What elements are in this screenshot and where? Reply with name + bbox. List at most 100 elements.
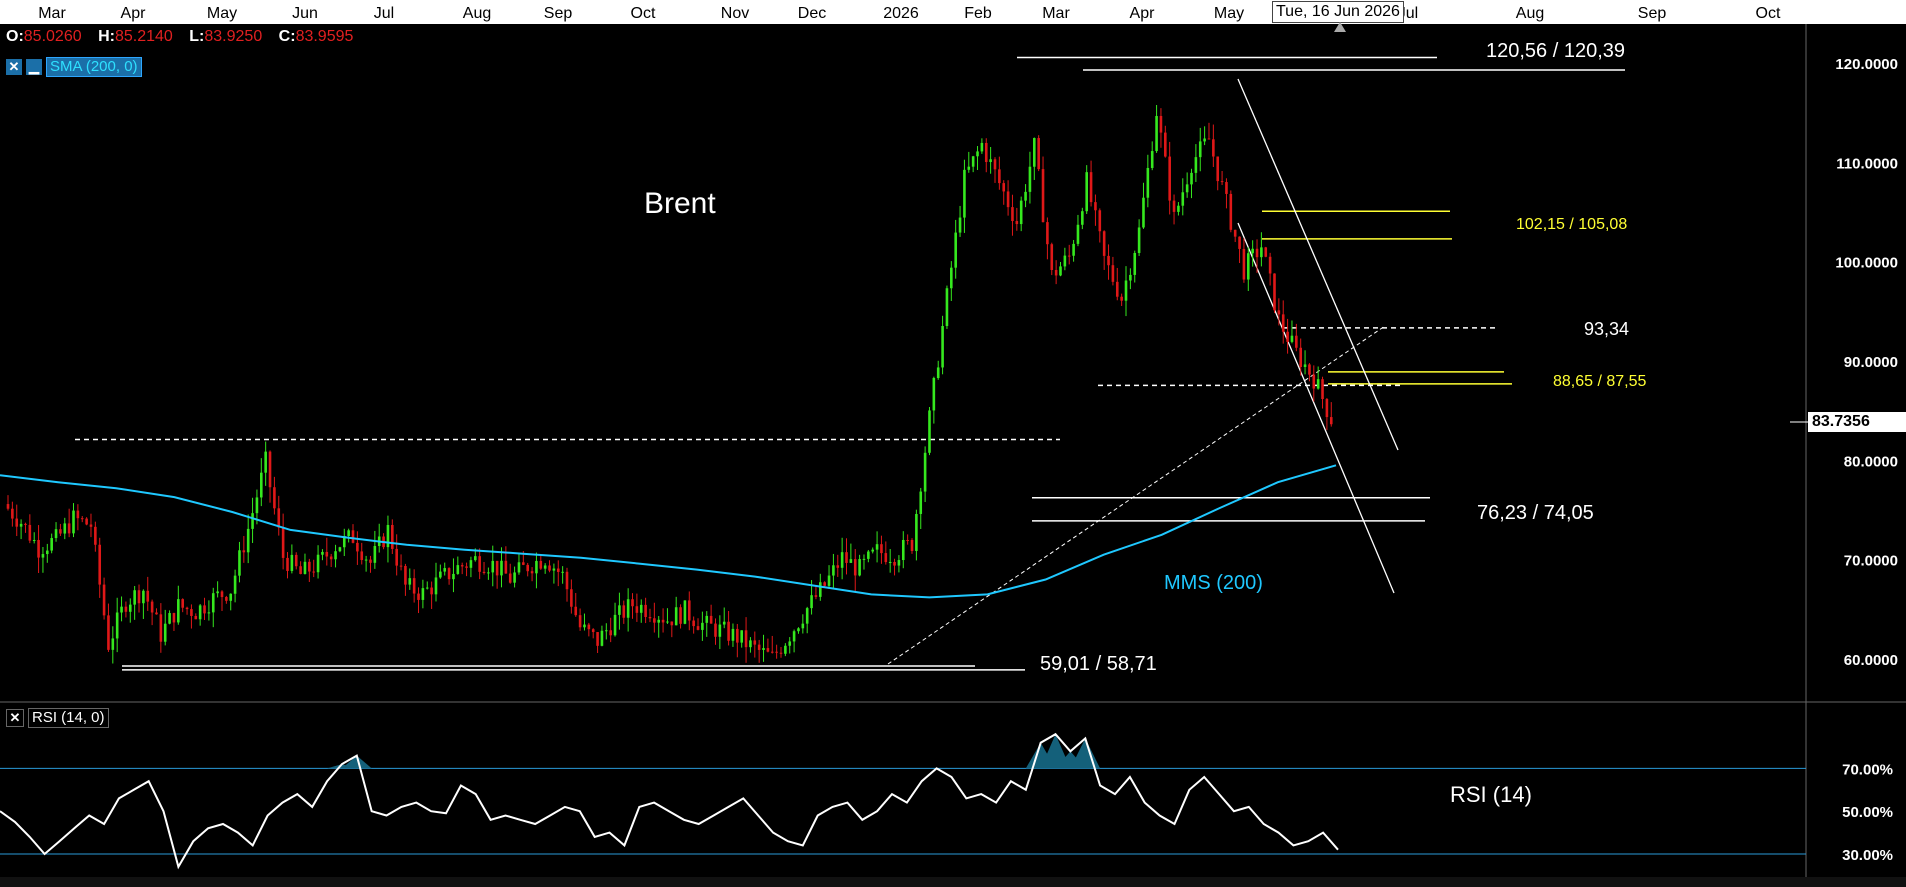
candle-body [351, 530, 355, 543]
candle-body [679, 607, 682, 624]
candle-body [338, 547, 342, 552]
candle-body [163, 623, 167, 642]
candle-body [281, 527, 285, 558]
candle-body [102, 584, 106, 616]
candle-body [1067, 255, 1071, 257]
candle-body [150, 601, 154, 613]
candle-body [115, 612, 119, 639]
candle-body [1063, 255, 1067, 267]
candle-body [910, 540, 914, 552]
crosshair-marker-icon[interactable] [1334, 22, 1346, 32]
close-label: C: [278, 28, 296, 45]
candle-body [1159, 115, 1163, 133]
close-icon[interactable]: ✕ [6, 59, 22, 75]
candle-body [259, 472, 263, 498]
candle-body [788, 641, 792, 646]
candle-body [94, 526, 97, 545]
candle-body [1233, 229, 1237, 237]
candle-body [1290, 335, 1294, 342]
candle-body [242, 550, 246, 553]
candle-body [124, 606, 128, 612]
candle-body [530, 571, 534, 574]
candle-body [233, 575, 237, 594]
candle-body [1028, 166, 1032, 192]
candle-body [928, 410, 931, 453]
candle-body [744, 630, 748, 648]
candle-body [648, 617, 652, 619]
candle-body [766, 648, 770, 652]
candle-body [46, 550, 49, 555]
candle-body [858, 559, 861, 576]
close-icon[interactable]: ✕ [6, 709, 24, 727]
candle-body [128, 604, 132, 612]
candle-body [635, 606, 639, 613]
candle-body [792, 631, 796, 642]
candle-body [967, 166, 971, 170]
candle-body [1098, 210, 1102, 232]
candle-body [220, 591, 224, 598]
open-value: 85.0260 [23, 28, 82, 45]
candle-body [28, 524, 32, 541]
candle-body [556, 568, 560, 572]
candle-body [1041, 169, 1045, 223]
time-axis[interactable] [0, 0, 1906, 24]
sma-label-text[interactable]: SMA (200, 0) [46, 57, 142, 77]
candle-body [342, 536, 346, 548]
candle-body [1207, 138, 1211, 140]
rsi-label-text[interactable]: RSI (14, 0) [28, 708, 109, 728]
candle-body [1242, 248, 1246, 280]
candle-body [168, 613, 171, 624]
x-tick-label: Apr [1130, 5, 1156, 22]
candle-body [399, 565, 403, 567]
candle-body [425, 587, 429, 589]
candle-body [958, 217, 962, 233]
candle-body [539, 560, 543, 569]
candle-body [1120, 296, 1123, 301]
candle-body [1072, 243, 1075, 256]
candle-body [1024, 191, 1027, 201]
candle-body [1286, 331, 1289, 342]
rsi-indicator-label[interactable]: ✕ RSI (14, 0) [6, 708, 109, 728]
candle-body [1107, 255, 1110, 266]
candle-body [1316, 379, 1320, 389]
candle-body [1181, 192, 1185, 206]
candle-body [565, 571, 569, 590]
candle-body [155, 612, 158, 615]
candle-body [709, 615, 713, 624]
candle-body [1312, 374, 1316, 389]
candle-body [434, 577, 438, 595]
candle-body [779, 652, 783, 654]
candle-body [631, 599, 634, 607]
candle-body [993, 159, 997, 170]
candle-body [661, 619, 665, 623]
candle-body [919, 491, 923, 514]
x-tick-label: Aug [1516, 5, 1544, 22]
candle-body [605, 630, 608, 632]
candle-body [1303, 364, 1307, 367]
candle-body [775, 651, 778, 653]
level-label: 76,23 / 74,05 [1477, 502, 1594, 524]
candle-body [853, 559, 857, 576]
y-tick-label: 120.0000 [1835, 56, 1898, 73]
sma-line [0, 464, 1337, 599]
candle-body [364, 559, 368, 561]
candle-body [1273, 273, 1276, 311]
candle-body [447, 568, 451, 580]
candle-body [622, 605, 626, 618]
candle-body [1185, 184, 1189, 193]
candle-body [823, 582, 826, 586]
candle-body [1089, 172, 1093, 203]
minimize-icon[interactable]: ▁ [26, 59, 42, 75]
candle-body [980, 142, 984, 152]
candle-body [177, 599, 180, 623]
candle-body [587, 624, 591, 630]
open-label: O: [6, 28, 24, 45]
sma-indicator-label[interactable]: ✕ ▁ SMA (200, 0) [6, 57, 142, 77]
candle-body [508, 573, 512, 583]
candle-body [543, 565, 547, 569]
candle-body [906, 539, 909, 541]
candle-body [915, 513, 918, 552]
candle-body [1011, 207, 1014, 222]
candle-body [216, 591, 219, 594]
